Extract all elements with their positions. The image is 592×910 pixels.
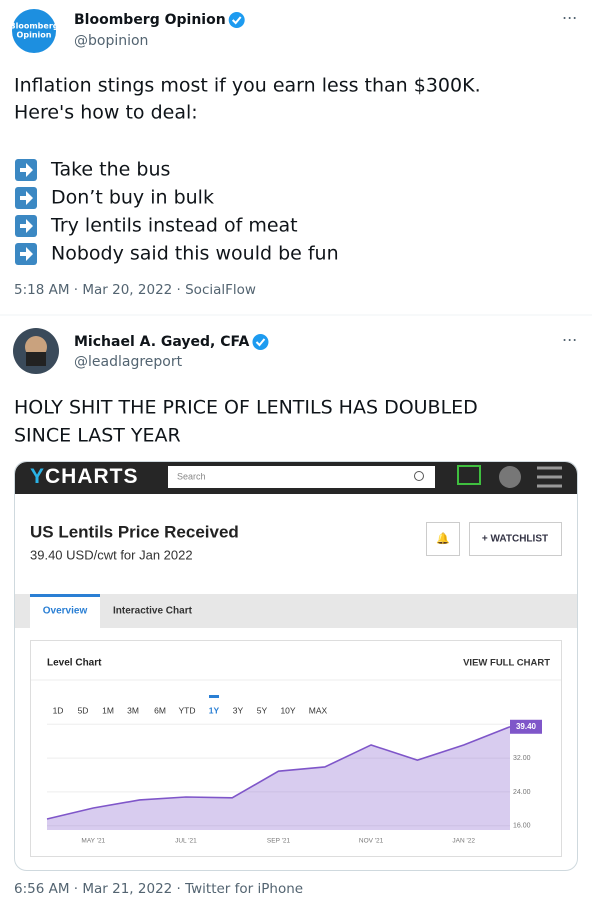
- range-button: 6M: [154, 705, 166, 715]
- verified-check: [231, 16, 242, 25]
- avatar-text: Opinion: [17, 31, 52, 40]
- author-handle[interactable]: @bopinion: [74, 33, 148, 49]
- y-tick-label: 16.00: [513, 823, 531, 830]
- author-name[interactable]: Michael A. Gayed, CFA: [74, 334, 249, 350]
- range-button: 5D: [78, 705, 89, 715]
- avatar-text: Bloomberg: [10, 22, 59, 31]
- series-subtitle: 39.40 USD/cwt for Jan 2022: [30, 547, 193, 562]
- bullet-text: Don’t buy in bulk: [51, 187, 214, 209]
- bell-icon: 🔔: [436, 532, 450, 545]
- bullet-text: Nobody said this would be fun: [51, 243, 339, 265]
- tweet-text: SINCE LAST YEAR: [14, 425, 181, 447]
- bullet-text: Take the bus: [50, 159, 170, 181]
- panel-title: Level Chart: [47, 658, 102, 669]
- tweet-meta[interactable]: 5:18 AM · Mar 20, 2022 · SocialFlow: [14, 282, 256, 298]
- arrow-glyph: [20, 163, 33, 177]
- tab: Interactive Chart: [113, 606, 193, 617]
- arrow-glyph: [20, 191, 33, 205]
- brand: YCHARTS: [30, 465, 139, 488]
- x-tick-label: JUL '21: [175, 838, 197, 845]
- tab: Overview: [43, 606, 88, 617]
- watchlist-label: + WATCHLIST: [482, 534, 548, 545]
- bullet-text: Try lentils instead of meat: [50, 215, 298, 237]
- search-box: [168, 466, 435, 488]
- range-button: 5Y: [257, 705, 268, 715]
- area: [47, 726, 510, 830]
- active-tab: [30, 594, 100, 628]
- range-button: 3Y: [233, 705, 244, 715]
- value-badge: [510, 719, 542, 734]
- value-label: 39.40: [516, 722, 537, 731]
- embedded-image[interactable]: YCHARTS Search US Lentils Price Received…: [14, 461, 578, 871]
- chat-icon: [457, 465, 481, 485]
- range-button: MAX: [309, 705, 328, 715]
- x-tick-label: JAN '22: [452, 838, 475, 845]
- menu-icon: [537, 466, 562, 488]
- author-handle[interactable]: @leadlagreport: [74, 354, 183, 370]
- tab-bar: [15, 594, 577, 628]
- verified-check: [255, 338, 266, 347]
- line: [46, 726, 511, 820]
- alert-button: [426, 522, 460, 556]
- active-tab-marker: [30, 594, 100, 597]
- more-menu[interactable]: ···: [562, 9, 577, 28]
- arrow-glyph: [20, 247, 33, 261]
- verified-badge: [228, 12, 245, 28]
- avatar-beard: [26, 352, 46, 366]
- range-button: YTD: [179, 705, 196, 715]
- series-title: US Lentils Price Received: [30, 522, 239, 541]
- arrow-glyph: [20, 219, 33, 233]
- watchlist-button: [469, 522, 562, 556]
- tweet-text: Inflation stings most if you earn less t…: [14, 75, 481, 97]
- search-icon: [414, 471, 424, 481]
- range-button: 1D: [53, 705, 64, 715]
- tweet-meta[interactable]: 6:56 AM · Mar 21, 2022 · Twitter for iPh…: [14, 881, 303, 897]
- range-button: 1M: [102, 705, 114, 715]
- range-button: 3M: [127, 705, 139, 715]
- range-marker: [209, 695, 219, 698]
- x-tick-label: SEP '21: [267, 838, 291, 845]
- tweet-text: HOLY SHIT THE PRICE OF LENTILS HAS DOUBL…: [14, 397, 478, 419]
- search-placeholder: Search: [177, 471, 206, 481]
- user-icon: [499, 466, 521, 488]
- full-chart-link: VIEW FULL CHART: [463, 658, 550, 669]
- y-tick-label: 24.00: [513, 789, 531, 796]
- range-button: 1Y: [209, 705, 220, 715]
- avatar[interactable]: [12, 9, 56, 53]
- more-menu[interactable]: ···: [562, 331, 577, 350]
- verified-badge: [252, 334, 269, 350]
- chart-panel: [30, 640, 562, 857]
- x-tick-label: NOV '21: [359, 838, 384, 845]
- x-tick-label: MAY '21: [81, 838, 105, 845]
- author-name[interactable]: Bloomberg Opinion: [74, 12, 226, 28]
- range-button: 10Y: [280, 705, 295, 715]
- tweet-text: Here's how to deal:: [14, 102, 198, 124]
- y-tick-label: 32.00: [513, 755, 531, 762]
